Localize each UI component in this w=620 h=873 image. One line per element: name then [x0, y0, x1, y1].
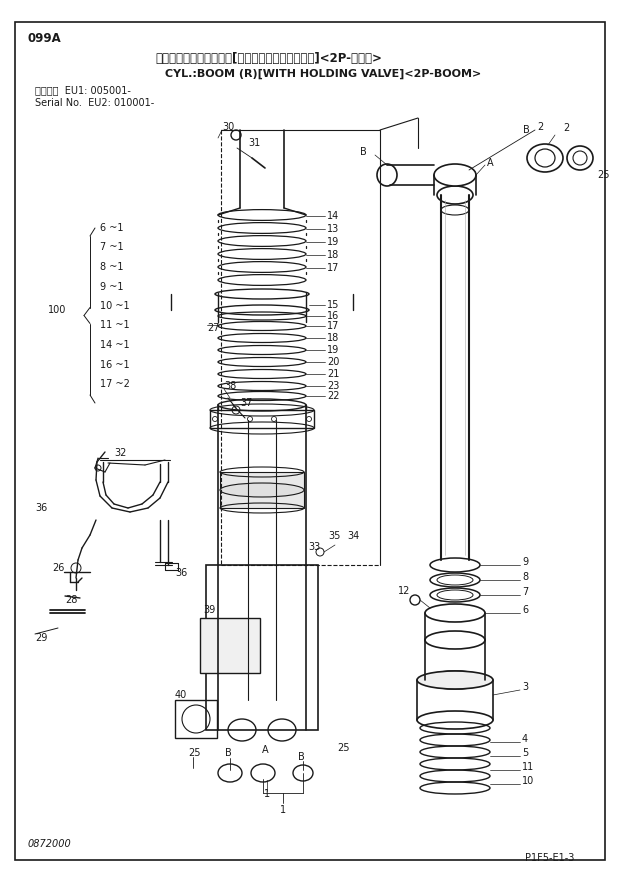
Text: 14: 14	[327, 211, 339, 221]
Text: 100: 100	[48, 305, 66, 315]
Text: 099A: 099A	[28, 31, 62, 45]
Text: 9: 9	[522, 557, 528, 567]
Text: 40: 40	[175, 690, 187, 700]
Ellipse shape	[417, 671, 493, 689]
Text: 7: 7	[522, 587, 528, 597]
Text: 34: 34	[347, 531, 359, 541]
Text: 25: 25	[337, 743, 350, 753]
Text: 38: 38	[224, 381, 236, 391]
Text: 23: 23	[327, 381, 339, 391]
Text: B: B	[225, 748, 232, 758]
Text: 10: 10	[522, 776, 534, 786]
Text: 36: 36	[175, 568, 187, 578]
Text: 0872000: 0872000	[28, 839, 72, 849]
Text: 18: 18	[327, 333, 339, 343]
Text: 12: 12	[398, 586, 410, 596]
Text: 17 ~2: 17 ~2	[100, 379, 130, 389]
Text: 6 ~1: 6 ~1	[100, 223, 123, 233]
Text: 20: 20	[327, 357, 339, 367]
Ellipse shape	[377, 164, 397, 186]
Text: 17: 17	[327, 321, 339, 331]
Text: 29: 29	[35, 633, 47, 643]
Text: 18: 18	[327, 250, 339, 260]
Text: 4: 4	[522, 734, 528, 744]
Ellipse shape	[567, 146, 593, 170]
Text: 19: 19	[327, 237, 339, 247]
Text: 19: 19	[327, 345, 339, 355]
Text: 35: 35	[328, 531, 340, 541]
Text: 6: 6	[522, 605, 528, 615]
Text: 39: 39	[203, 605, 215, 615]
Text: 15: 15	[327, 300, 339, 310]
Text: 5: 5	[522, 748, 528, 758]
Text: 2: 2	[563, 123, 569, 133]
Text: 33: 33	[308, 542, 321, 552]
Text: 28: 28	[65, 595, 78, 605]
Bar	[206, 565, 318, 730]
Text: A: A	[487, 158, 494, 168]
Bar	[210, 410, 314, 428]
Text: 11 ~1: 11 ~1	[100, 320, 130, 331]
Text: B: B	[298, 752, 305, 762]
Text: 3: 3	[522, 682, 528, 692]
Text: 8 ~1: 8 ~1	[100, 262, 123, 272]
Text: 適用号機  EU1: 005001-: 適用号機 EU1: 005001-	[35, 85, 131, 95]
Text: 16 ~1: 16 ~1	[100, 360, 130, 369]
Text: 10 ~1: 10 ~1	[100, 301, 130, 311]
Text: 2: 2	[537, 122, 543, 132]
Text: 8: 8	[522, 572, 528, 582]
Text: CYL.:BOOM (R)[WITH HOLDING VALVE]<2P-BOOM>: CYL.:BOOM (R)[WITH HOLDING VALVE]<2P-BOO…	[165, 69, 481, 79]
Text: 26: 26	[52, 563, 64, 573]
Text: 36: 36	[35, 503, 47, 513]
Text: 25: 25	[188, 748, 200, 758]
Text: 14 ~1: 14 ~1	[100, 340, 130, 350]
Ellipse shape	[527, 144, 563, 172]
Text: 17: 17	[327, 263, 339, 273]
Text: 37: 37	[240, 398, 252, 408]
Text: 16: 16	[327, 311, 339, 321]
Text: 27: 27	[207, 323, 219, 333]
Text: 22: 22	[327, 391, 340, 401]
Ellipse shape	[434, 164, 476, 186]
Text: 9 ~1: 9 ~1	[100, 281, 123, 292]
Text: 7 ~1: 7 ~1	[100, 243, 123, 252]
Bar	[200, 618, 260, 673]
Text: 11: 11	[522, 762, 534, 772]
Text: 1: 1	[280, 805, 286, 815]
Text: P1F5-E1-3: P1F5-E1-3	[525, 853, 574, 863]
Text: シリンダ；ブーム（右）[ホールディングバルブ付]<2P-ブーム>: シリンダ；ブーム（右）[ホールディングバルブ付]<2P-ブーム>	[155, 52, 382, 65]
Text: Serial No.  EU2: 010001-: Serial No. EU2: 010001-	[35, 98, 154, 108]
Ellipse shape	[220, 483, 304, 497]
Text: 30: 30	[222, 122, 234, 132]
Text: A: A	[262, 745, 268, 755]
Bar	[175, 700, 217, 738]
Text: 32: 32	[114, 448, 126, 458]
Bar	[220, 472, 304, 508]
Text: B: B	[523, 125, 529, 135]
Text: 1: 1	[264, 789, 270, 799]
Text: 13: 13	[327, 224, 339, 234]
Text: B: B	[360, 147, 367, 157]
Text: 21: 21	[327, 369, 339, 379]
Text: 31: 31	[248, 138, 260, 148]
Text: 25: 25	[597, 170, 609, 180]
